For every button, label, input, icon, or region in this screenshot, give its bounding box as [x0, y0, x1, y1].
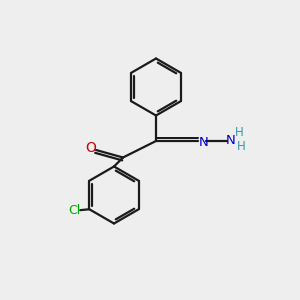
Text: N: N	[226, 134, 236, 148]
Text: Cl: Cl	[68, 204, 80, 217]
Text: H: H	[237, 140, 246, 153]
Text: H: H	[235, 126, 244, 139]
Text: N: N	[199, 136, 208, 149]
Text: O: O	[85, 142, 96, 155]
